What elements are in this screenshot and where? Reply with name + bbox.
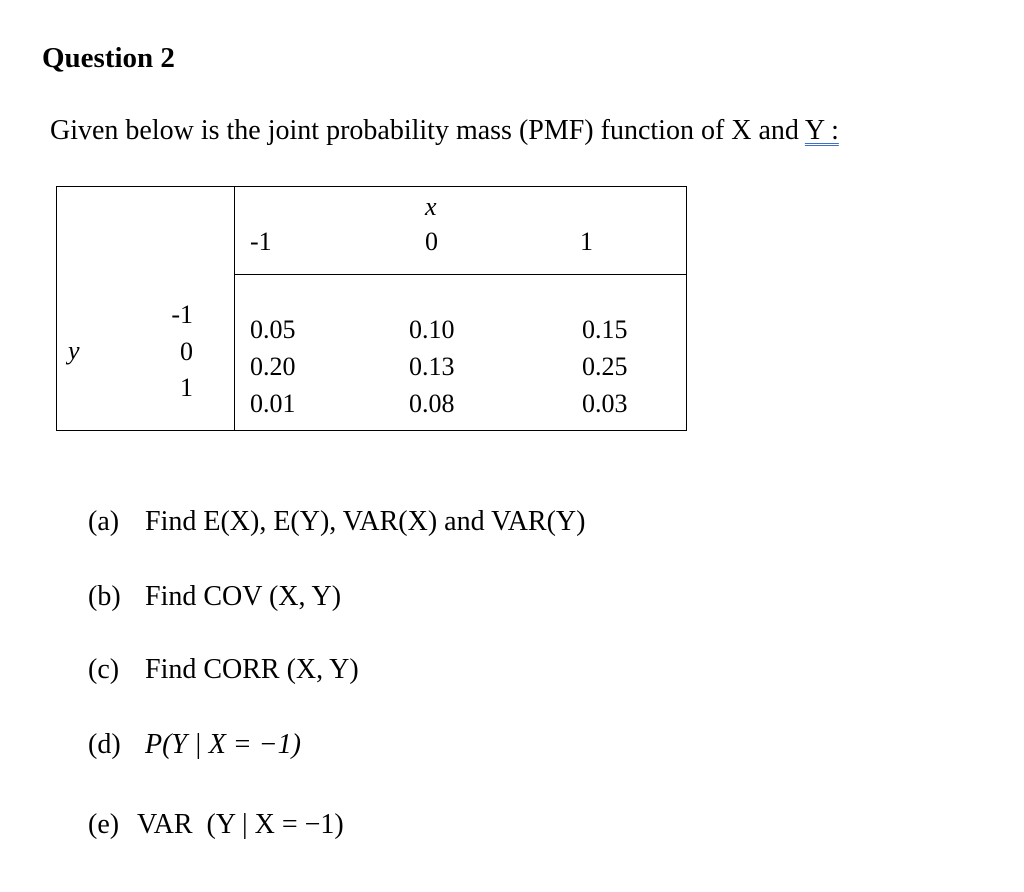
- table-cell: 0.08: [409, 389, 455, 418]
- table-cell: 0.05: [250, 315, 296, 344]
- item-text: VAR (Y | X = −1): [137, 809, 344, 840]
- table-cell: 0.03: [582, 389, 628, 418]
- item-text: Find COV (X, Y): [145, 581, 342, 612]
- row-header: 1: [180, 373, 193, 402]
- row-header: 0: [180, 337, 193, 366]
- intro-text: Given below is the joint probability mas…: [50, 115, 799, 146]
- item-text: Find CORR (X, Y): [145, 654, 359, 685]
- table-cell: 0.15: [582, 315, 628, 344]
- item-label: (c): [88, 654, 120, 685]
- row-header: -1: [171, 300, 193, 329]
- intro-underlined: Y :: [804, 115, 839, 146]
- item-label: (b): [88, 581, 121, 612]
- column-variable: x: [425, 192, 437, 221]
- heading: Question 2: [42, 42, 175, 74]
- table-cell: 0.10: [409, 315, 455, 344]
- item-label: (d): [88, 729, 121, 760]
- table-cell: 0.20: [250, 352, 296, 381]
- table-divider: [234, 274, 686, 275]
- table-cell: 0.25: [582, 352, 628, 381]
- row-variable: y: [68, 336, 80, 365]
- item-text: Find E(X), E(Y), VAR(X) and VAR(Y): [145, 506, 586, 537]
- table-border: [56, 186, 687, 431]
- item-text: P(Y | X = −1): [145, 729, 301, 760]
- column-header: 0: [425, 227, 438, 256]
- intro: Given below is the joint probability mas…: [50, 117, 839, 145]
- table-divider: [234, 186, 235, 430]
- table-cell: 0.01: [250, 389, 296, 418]
- item-label: (e): [88, 809, 120, 840]
- item-label: (a): [88, 506, 120, 537]
- column-header: -1: [250, 227, 272, 256]
- column-header: 1: [580, 227, 593, 256]
- table-cell: 0.13: [409, 352, 455, 381]
